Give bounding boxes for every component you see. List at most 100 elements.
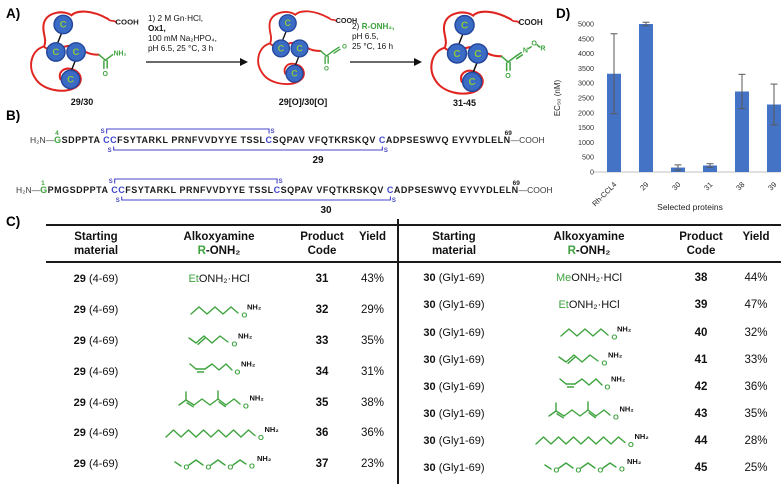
end-residue-number: 69 (504, 130, 512, 137)
x-axis-title: Selected proteins (657, 202, 723, 212)
starting-material-cell: 29 (4-69) (48, 427, 144, 439)
end-residue: N 69 (503, 130, 512, 145)
product-code-cell: 44 (694, 434, 708, 447)
sequence-number-label: 30 (321, 205, 333, 216)
cysteine-circles: C C C C (446, 14, 489, 93)
ec50-bar-chart: 0 500 1000 1500 2000 2500 3000 3500 4000 4500 5000… (553, 20, 781, 212)
starting-material-number: 29 (73, 365, 86, 378)
sulfur-label: S (116, 198, 120, 204)
header-product-code: Product Code (679, 231, 723, 257)
table-header-rule (46, 261, 781, 263)
y-axis-title: EC₅₀ (nM) (553, 80, 562, 117)
alkoxyamine-cell: EtONH₂·HCl (508, 299, 670, 311)
starting-material-cell: 29 (4-69) (48, 304, 144, 316)
x-tick-label: 38 (734, 180, 746, 192)
table-row: 30 (Gly1-69) O NH₂ 41 33% (400, 345, 780, 372)
table-row: 30 (Gly1-69) EtONH₂·HCl 39 47% (400, 291, 780, 318)
table-row: 30 (Gly1-69) MeONH₂·HCl 38 44% (400, 264, 780, 291)
table-row: 29 (4-69) O NH₂ 33 35% (48, 326, 395, 357)
aminoacetyl-group (98, 53, 114, 70)
starting-material-number: 30 (423, 271, 436, 284)
alkoxyamine-cell: O NH₂ (508, 372, 670, 401)
table-row: 29 (4-69) O O O O NH₂ 37 23% (48, 449, 395, 480)
carbonyl-o-label: O (324, 65, 329, 72)
table-row: 30 (Gly1-69) O NH₂ 42 36% (400, 372, 780, 399)
alkoxyamine-cell: O NH₂ (144, 419, 294, 448)
carbonyl-o-label: O (505, 72, 511, 80)
header-starting-material: Starting material (73, 231, 119, 257)
disulfide-bond-lines (282, 31, 300, 66)
y-tick-label: 4000 (578, 49, 594, 58)
reaction-arrow-1 (146, 58, 248, 66)
oxime-n-label: N (523, 47, 528, 55)
yield-cell: 35% (360, 334, 385, 347)
disulfide-bond-lines (57, 33, 76, 71)
starting-material-cell: 30 (Gly1-69) (400, 354, 508, 366)
start-residue-number: 4 (55, 130, 59, 137)
glyoxyl-group (319, 46, 341, 65)
product-code-cell: 43 (694, 407, 708, 420)
panel-d-label: D) (556, 6, 571, 21)
amine-label: NH₂ (627, 457, 641, 466)
table-row: 30 (Gly1-69) O NH₂ 40 32% (400, 318, 780, 345)
starting-material-cell: 29 (4-69) (48, 397, 144, 409)
alkoxyamine-cell: O O O O NH₂ (508, 453, 670, 482)
amine-label: NH₂ (617, 325, 631, 334)
reagent-formula-rest: ONH₂·HCl (198, 273, 250, 286)
table-divider (397, 219, 399, 484)
starting-material-range: (Gly1-69) (435, 271, 485, 284)
x-tick-label: 29 (638, 180, 650, 192)
amine-label: NH₂ (257, 454, 271, 463)
svg-text:C: C (278, 43, 285, 53)
sulfur-label: S (392, 198, 396, 204)
starting-material-number: 30 (423, 407, 436, 420)
starting-material-number: 30 (423, 461, 436, 474)
y-tick-label: 3500 (578, 64, 594, 73)
header-product-code: Product Code (300, 231, 344, 257)
hexyl-alkoxyamine-structure: ONH₂ (190, 302, 261, 319)
svg-text:C: C (453, 49, 460, 60)
starting-material-cell: 30 (Gly1-69) (400, 299, 508, 311)
sulfur-label: S (384, 148, 388, 154)
product-code-cell: 36 (315, 427, 329, 440)
reagent-r-group: Et (188, 273, 199, 286)
ether-o-label: O (184, 462, 190, 471)
amine-label: NH₂ (241, 360, 255, 369)
x-tick-label: 31 (702, 180, 714, 192)
bar-Rh-CCL4 (607, 73, 621, 172)
protein-cartoon-product: C C C C O N O R COOH (430, 10, 545, 95)
ether-o-label: O (554, 466, 560, 475)
product-range-label: 31-45 (452, 98, 477, 108)
cooh-label: COOH (336, 17, 357, 25)
starting-material-number: 29 (73, 304, 86, 317)
starting-material-range: (Gly1-69) (435, 461, 485, 474)
yield-cell: 23% (360, 458, 385, 471)
yield-cell: 32% (744, 326, 768, 339)
starting-material-range: (4-69) (85, 273, 119, 286)
starting-material-cell: 30 (Gly1-69) (400, 435, 508, 447)
peptide-sequence-30: H₂N—G 1 PMGSDPPTA CCFSYTARKL PRNFVVDYYE TS… (16, 180, 553, 195)
table-row: 29 (4-69) O NH₂ 36 36% (48, 418, 395, 449)
starting-material-range: (Gly1-69) (435, 326, 485, 339)
alkoxyamine-cell: O O O O NH₂ (144, 450, 294, 479)
product-code-cell: 38 (694, 271, 708, 284)
product-code-cell: 39 (694, 298, 708, 311)
ether-o-label: O (232, 340, 238, 349)
table-row: 29 (4-69) O NH₂ 32 29% (48, 295, 395, 326)
reaction-arrow-2 (350, 58, 422, 66)
error-bar-39 (770, 83, 778, 126)
aldehyde-o-label: O (342, 43, 347, 50)
starting-material-number: 30 (423, 434, 436, 447)
svg-text:C: C (52, 47, 59, 58)
c-terminus-label: —COOH (510, 135, 545, 145)
cysteine-residue: C (103, 135, 111, 145)
oxime-group (500, 43, 541, 72)
ether-o-label: O (628, 440, 634, 449)
cysteine-residue: C (110, 135, 118, 145)
svg-text:C: C (469, 77, 476, 88)
ether-o-label: O (243, 402, 249, 411)
header-alkoxyamine: Alkoxyamine R-ONH₂ (553, 231, 625, 257)
cysteine-residue: C (273, 185, 281, 195)
yield-cell: 25% (744, 461, 768, 474)
